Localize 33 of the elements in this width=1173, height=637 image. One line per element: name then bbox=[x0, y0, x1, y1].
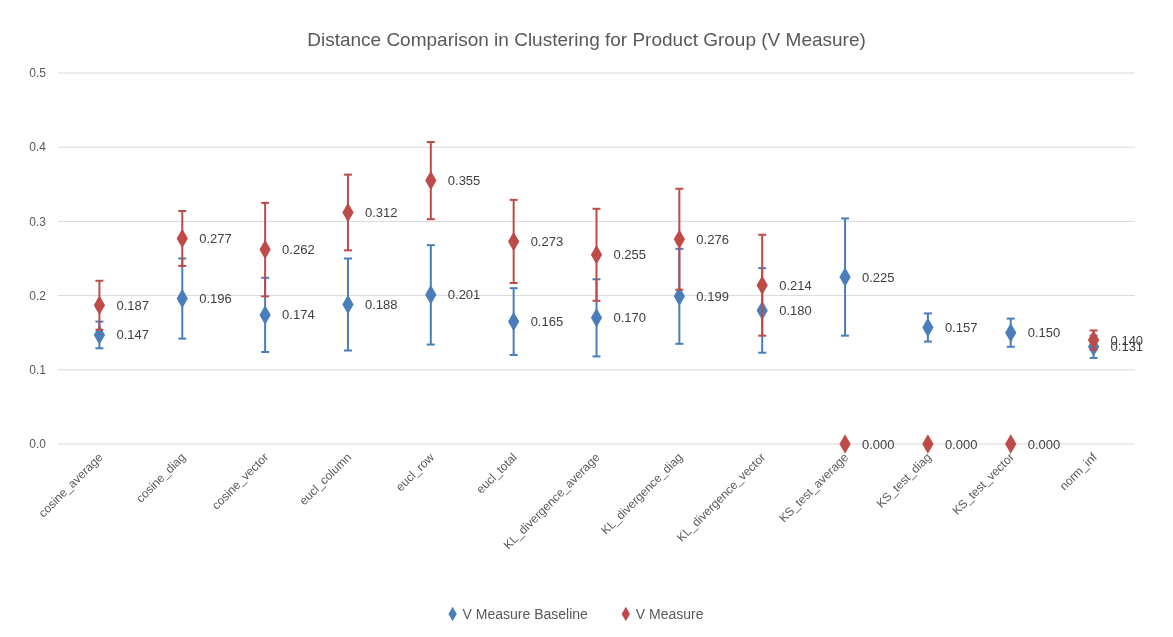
data-label: 0.355 bbox=[447, 173, 481, 189]
data-label: 0.000 bbox=[944, 436, 978, 452]
data-label: 0.165 bbox=[530, 314, 564, 330]
y-tick-label: 0.5 bbox=[29, 66, 47, 81]
data-label: 0.277 bbox=[199, 231, 232, 247]
data-label: 0.276 bbox=[696, 231, 729, 247]
data-label: 0.000 bbox=[1027, 436, 1061, 452]
data-label: 0.188 bbox=[364, 297, 398, 313]
data-label: 0.199 bbox=[696, 288, 729, 304]
data-label: 0.147 bbox=[116, 327, 149, 343]
chart-title: Distance Comparison in Clustering for Product Group (V Measure) bbox=[307, 29, 866, 50]
y-tick-label: 0.3 bbox=[29, 214, 47, 229]
legend-label: V Measure bbox=[635, 605, 704, 622]
y-tick-label: 0.2 bbox=[29, 288, 47, 303]
data-label: 0.180 bbox=[779, 302, 812, 318]
data-label: 0.157 bbox=[944, 320, 978, 336]
data-label: 0.174 bbox=[282, 307, 315, 323]
data-label: 0.170 bbox=[613, 310, 647, 326]
data-label: 0.225 bbox=[862, 269, 895, 285]
data-label: 0.255 bbox=[613, 247, 647, 263]
y-tick-label: 0.1 bbox=[29, 363, 47, 377]
data-label: 0.150 bbox=[1027, 325, 1061, 341]
data-label: 0.273 bbox=[530, 233, 564, 249]
data-label: 0.262 bbox=[282, 242, 315, 258]
y-tick-label: 0.4 bbox=[29, 140, 47, 155]
data-label: 0.214 bbox=[779, 277, 812, 293]
y-tick-label: 0.0 bbox=[29, 437, 47, 452]
data-label: 0.196 bbox=[199, 291, 232, 307]
data-label: 0.201 bbox=[447, 287, 481, 303]
legend-label: V Measure Baseline bbox=[462, 605, 589, 622]
data-label: 0.312 bbox=[364, 205, 398, 221]
data-label: 0.187 bbox=[116, 297, 149, 313]
data-label: 0.000 bbox=[862, 436, 895, 452]
